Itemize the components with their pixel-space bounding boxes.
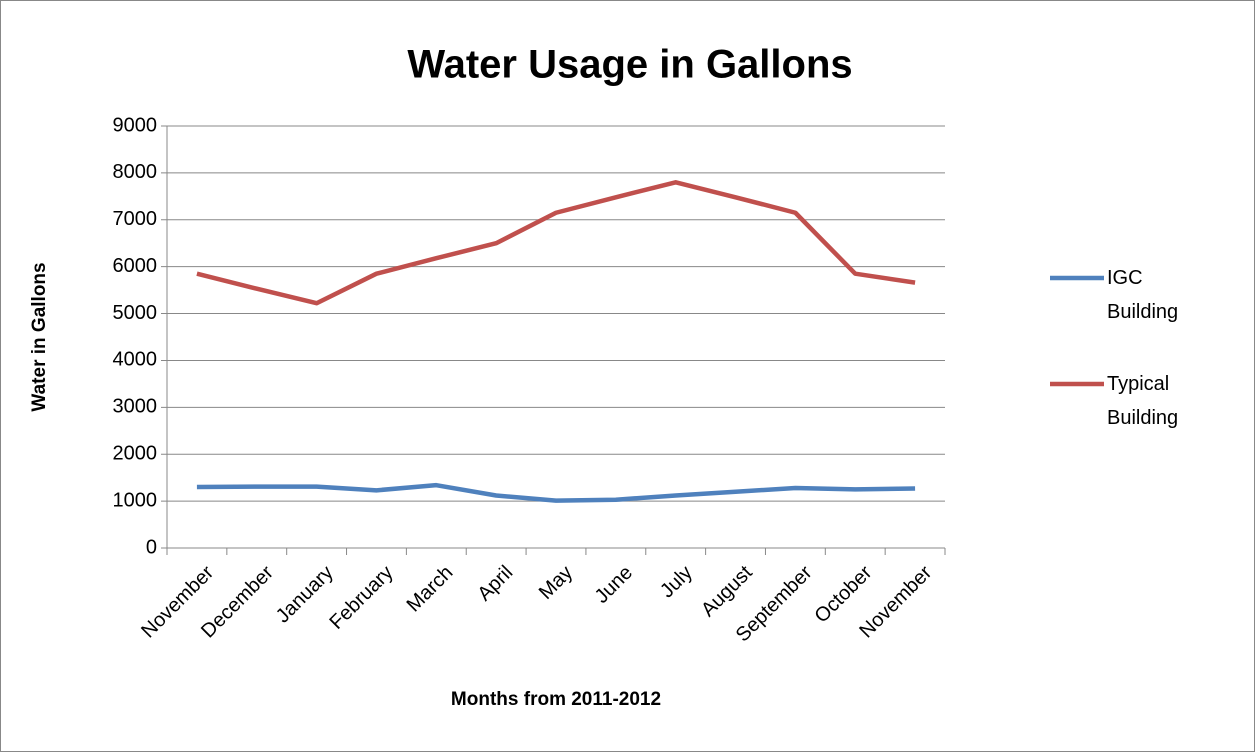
series-line xyxy=(196,180,916,306)
chart-title: Water Usage in Gallons xyxy=(407,43,852,87)
y-tick-label: 0 xyxy=(146,536,157,558)
y-axis-title: Water in Gallons xyxy=(29,262,50,411)
y-tick-label: 1000 xyxy=(113,489,158,511)
series-line xyxy=(196,482,916,503)
y-tick-label: 7000 xyxy=(113,208,158,230)
legend-label: IGC Building xyxy=(1107,267,1179,323)
x-axis-title: Months from 2011-2012 xyxy=(451,689,661,710)
y-tick-label: 2000 xyxy=(113,443,158,465)
y-tick-label: 8000 xyxy=(113,161,158,183)
legend-label: Typical Building xyxy=(1107,373,1179,429)
y-tick-label: 5000 xyxy=(113,302,158,324)
y-tick-label: 3000 xyxy=(113,396,158,418)
y-tick-label: 6000 xyxy=(113,255,158,277)
y-tick-label: 4000 xyxy=(113,349,158,371)
y-tick-label: 9000 xyxy=(113,114,158,136)
